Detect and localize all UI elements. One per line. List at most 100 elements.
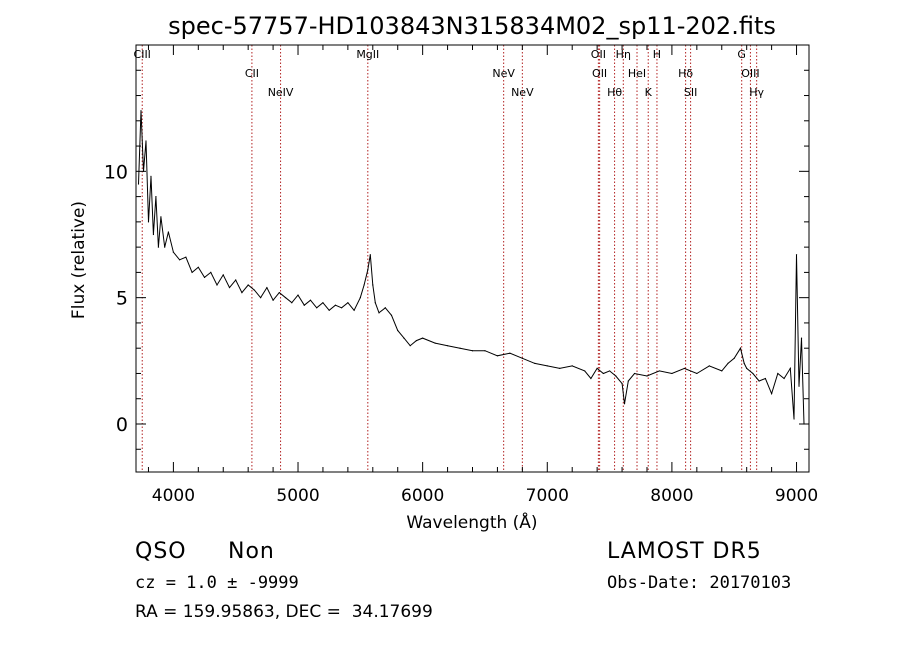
data-point-87 — [739, 347, 742, 349]
line-label-6: OII — [591, 48, 606, 61]
data-point-74 — [621, 382, 623, 385]
data-point-89 — [746, 367, 748, 370]
data-point-31 — [291, 302, 293, 304]
line-label-14: SII — [684, 86, 697, 99]
line-label-11: K — [645, 86, 653, 99]
axis-ticks: 4000 5000 6000 7000 8000 9000 0 5 10 — [104, 45, 818, 506]
ra-dec-text: RA = 159.95863, DEC = 34.17699 — [135, 602, 433, 622]
data-point-10 — [164, 246, 166, 248]
x-tick-label-5: 9000 — [775, 486, 818, 506]
data-point-67 — [571, 365, 573, 367]
x-tick-label-0: 4000 — [152, 486, 195, 506]
data-point-41 — [353, 309, 355, 311]
data-point-80 — [671, 372, 673, 375]
data-point-91 — [758, 380, 760, 382]
y-tick-label-2: 10 — [104, 161, 128, 183]
data-point-15 — [191, 271, 193, 273]
data-point-14 — [185, 256, 187, 258]
emission-line-markers: CIIICIINeIVMgIINeVNeVOIIOIIHθHηHeIKHHδSI… — [134, 45, 765, 472]
data-point-38 — [334, 304, 337, 306]
data-point-58 — [459, 347, 461, 349]
data-point-81 — [683, 367, 685, 370]
data-point-66 — [559, 367, 561, 370]
data-point-17 — [203, 276, 206, 279]
data-point-45 — [369, 254, 371, 256]
x-tick-label-2: 6000 — [401, 486, 444, 506]
data-point-71 — [602, 372, 604, 375]
data-point-75 — [623, 403, 626, 405]
data-point-90 — [752, 372, 754, 375]
data-point-36 — [322, 302, 324, 304]
data-point-69 — [590, 377, 592, 380]
data-point-60 — [484, 350, 486, 352]
data-point-44 — [367, 269, 369, 271]
line-label-2: NeIV — [268, 86, 294, 99]
y-tick-label-1: 5 — [116, 288, 128, 310]
data-point-99 — [798, 385, 800, 387]
data-point-8 — [157, 246, 160, 248]
data-point-46 — [372, 284, 374, 286]
data-point-25 — [253, 289, 255, 291]
line-label-15: G — [737, 48, 746, 61]
x-tick-label-4: 8000 — [650, 486, 693, 506]
line-label-16: OIII — [741, 67, 759, 80]
data-point-65 — [546, 365, 548, 367]
data-point-50 — [390, 314, 393, 316]
line-label-9: Hη — [616, 48, 631, 61]
data-point-79 — [658, 370, 661, 372]
data-point-39 — [341, 307, 343, 309]
data-point-84 — [721, 370, 723, 372]
line-label-12: H — [653, 48, 661, 61]
line-label-3: MgII — [356, 48, 379, 61]
data-point-12 — [172, 251, 174, 253]
data-point-86 — [733, 357, 735, 359]
line-label-13: Hδ — [678, 67, 693, 80]
data-point-27 — [266, 286, 268, 289]
spectrum-series — [137, 110, 805, 425]
data-point-23 — [241, 292, 243, 294]
data-point-13 — [179, 259, 181, 261]
x-tick-label-3: 7000 — [526, 486, 569, 506]
data-point-64 — [534, 362, 536, 364]
data-point-77 — [633, 372, 636, 375]
line-label-5: NeV — [511, 86, 534, 99]
data-point-40 — [347, 302, 349, 304]
data-point-20 — [222, 274, 224, 276]
data-point-56 — [434, 342, 436, 344]
data-point-22 — [235, 279, 237, 281]
data-point-68 — [584, 370, 586, 372]
line-label-17: Hγ — [749, 86, 764, 99]
data-point-63 — [521, 357, 523, 359]
line-label-4: NeV — [492, 67, 515, 80]
data-point-24 — [247, 284, 249, 286]
survey-name: LAMOST DR5 — [607, 539, 762, 564]
data-point-49 — [384, 307, 386, 309]
data-point-33 — [303, 304, 305, 306]
data-point-93 — [771, 393, 773, 395]
data-point-51 — [397, 329, 399, 332]
data-point-29 — [278, 292, 280, 294]
data-point-18 — [210, 271, 212, 273]
data-point-52 — [403, 337, 405, 339]
data-point-92 — [764, 377, 766, 380]
data-point-37 — [328, 309, 330, 311]
line-label-8: Hθ — [607, 86, 622, 99]
object-class: QSO — [135, 539, 187, 564]
data-point-61 — [496, 355, 499, 357]
data-point-43 — [363, 284, 365, 286]
data-point-98 — [795, 254, 798, 256]
x-tick-label-1: 5000 — [276, 486, 319, 506]
data-point-19 — [216, 284, 218, 286]
line-label-1: CII — [245, 67, 259, 80]
data-point-88 — [743, 362, 745, 364]
line-label-10: HeI — [628, 67, 646, 80]
data-point-34 — [309, 299, 312, 301]
data-point-70 — [596, 367, 598, 370]
data-point-55 — [422, 337, 424, 339]
data-point-42 — [359, 297, 361, 299]
x-axis-label: Wavelength (Å) — [406, 511, 537, 533]
data-point-100 — [800, 337, 803, 339]
data-point-1 — [140, 110, 142, 112]
data-point-35 — [316, 307, 318, 309]
